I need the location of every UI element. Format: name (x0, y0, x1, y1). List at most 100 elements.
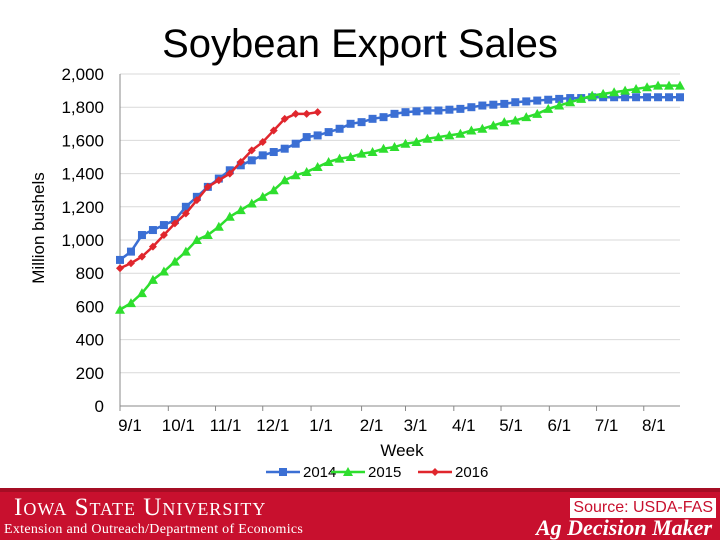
data-point-2014 (401, 108, 410, 117)
source-note: Source: USDA-FAS (570, 498, 716, 518)
data-point-2015 (169, 256, 180, 266)
legend-label: 2015 (368, 464, 401, 481)
data-point-2015 (642, 82, 653, 92)
data-point-2014 (511, 98, 520, 107)
y-tick-label: 1,600 (61, 131, 104, 150)
gridlines (120, 73, 680, 374)
data-point-2014 (313, 131, 322, 140)
data-point-2015 (466, 125, 477, 135)
extension-text: Extension and Outreach/Department of Eco… (4, 522, 304, 537)
y-axis-title: Million bushels (29, 172, 48, 284)
data-point-2016 (170, 219, 179, 228)
data-point-2015 (609, 87, 620, 97)
x-tick-label: 4/1 (452, 416, 476, 435)
series-line-2015 (119, 84, 680, 311)
y-tick-label: 2,000 (61, 65, 104, 84)
data-point-2015 (367, 147, 378, 157)
legend-label: 2014 (303, 464, 336, 481)
data-point-2014 (555, 94, 564, 103)
series-2016 (116, 108, 322, 273)
data-point-2015 (411, 137, 422, 147)
data-point-2015 (125, 298, 136, 308)
data-point-2014 (467, 103, 476, 112)
data-point-2014 (489, 100, 498, 109)
data-point-2016 (280, 114, 289, 123)
legend-marker (279, 468, 287, 476)
data-point-2015 (620, 85, 631, 95)
data-point-2015 (147, 274, 158, 284)
y-tick-label: 1,200 (61, 198, 104, 217)
data-point-2015 (136, 288, 147, 298)
data-point-2015 (213, 221, 224, 231)
data-point-2015 (664, 80, 675, 90)
data-point-2015 (246, 198, 257, 208)
data-point-2014 (116, 255, 124, 264)
x-tick-labels: 9/1 10/1 11/1 12/1 1/1 2/1 3/1 4/1 5/1 6/1 7/1 8/1 (118, 416, 665, 435)
data-point-2014 (423, 106, 432, 115)
x-tick-label: 2/1 (360, 416, 384, 435)
data-point-2014 (412, 107, 421, 116)
data-point-2015 (312, 161, 323, 171)
data-point-2014 (665, 93, 674, 102)
data-point-2016 (291, 109, 300, 118)
y-tick-label: 1,800 (61, 98, 104, 117)
x-tick-label: 1/1 (309, 416, 333, 435)
legend-item-2014: 2014 (266, 464, 336, 481)
series-line-2016 (119, 110, 318, 270)
data-point-2014 (544, 95, 553, 104)
data-point-2015 (631, 83, 642, 93)
data-point-2015 (191, 235, 202, 244)
data-point-2014 (676, 93, 684, 102)
data-point-2015 (400, 138, 411, 148)
y-tick-label: 200 (76, 364, 104, 383)
data-point-2014 (346, 119, 355, 128)
data-point-2014 (258, 151, 267, 160)
data-point-2015 (235, 205, 246, 215)
x-tick-label: 3/1 (404, 416, 428, 435)
data-point-2016 (181, 209, 190, 218)
data-point-2016 (148, 242, 157, 251)
data-point-2016 (192, 196, 201, 205)
data-point-2014 (291, 139, 300, 148)
data-point-2015 (532, 108, 543, 118)
x-axis-title: Week (380, 441, 424, 460)
data-point-2015 (290, 170, 301, 180)
data-point-2015 (499, 117, 510, 127)
data-point-2015 (598, 88, 609, 98)
legend-label: 2016 (455, 464, 488, 481)
data-point-2014 (445, 105, 454, 114)
x-tick-label: 10/1 (162, 416, 195, 435)
data-point-2014 (643, 93, 652, 102)
data-point-2014 (610, 93, 619, 102)
data-point-2016 (203, 182, 212, 191)
data-point-2014 (181, 202, 190, 211)
x-tick-label: 12/1 (256, 416, 289, 435)
data-point-2016 (302, 109, 311, 118)
data-point-2014 (148, 226, 157, 235)
data-point-2015 (356, 148, 367, 158)
data-point-2014 (390, 109, 399, 118)
y-tick-label: 600 (76, 297, 104, 316)
data-point-2015 (488, 120, 499, 130)
data-point-2016 (137, 252, 146, 261)
y-tick-label: 1,400 (61, 165, 104, 184)
data-point-2016 (159, 231, 168, 240)
brand-wordmark: Ag Decision Maker (536, 515, 712, 540)
legend-marker (343, 467, 353, 476)
data-point-2016 (225, 169, 234, 178)
legend-item-2015: 2015 (331, 464, 401, 481)
data-point-2015 (675, 80, 685, 90)
data-point-2015 (180, 246, 191, 256)
data-point-2014 (280, 144, 289, 153)
axes (119, 74, 680, 411)
data-point-2014 (137, 231, 146, 240)
data-point-2014 (302, 133, 311, 142)
data-point-2014 (357, 118, 366, 127)
data-point-2016 (313, 108, 322, 117)
y-tick-label: 1,000 (61, 231, 104, 250)
data-point-2015 (521, 112, 532, 122)
data-point-2016 (258, 138, 267, 147)
data-point-2015 (345, 152, 356, 161)
x-tick-label: 11/1 (210, 416, 242, 435)
data-point-2014 (500, 99, 509, 108)
